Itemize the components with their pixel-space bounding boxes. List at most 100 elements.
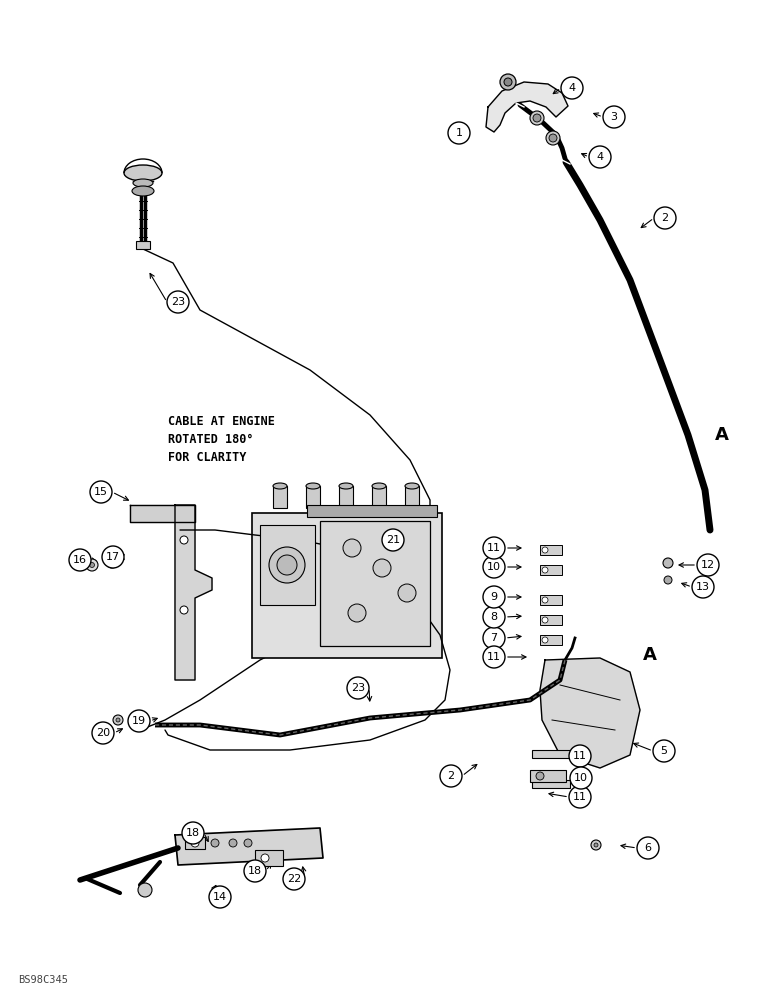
Circle shape — [570, 767, 592, 789]
Circle shape — [69, 549, 91, 571]
Circle shape — [382, 529, 404, 551]
Text: 18: 18 — [186, 828, 200, 838]
Circle shape — [589, 146, 611, 168]
Circle shape — [653, 740, 675, 762]
Circle shape — [347, 677, 369, 699]
Text: 2: 2 — [662, 213, 669, 223]
Circle shape — [180, 606, 188, 614]
Ellipse shape — [132, 186, 154, 196]
Circle shape — [102, 546, 124, 568]
Circle shape — [594, 843, 598, 847]
Text: 15: 15 — [94, 487, 108, 497]
Bar — [255, 850, 283, 866]
Polygon shape — [486, 82, 568, 132]
Bar — [260, 525, 315, 605]
Circle shape — [180, 536, 188, 544]
Circle shape — [697, 554, 719, 576]
Bar — [306, 486, 320, 508]
Circle shape — [343, 539, 361, 557]
Bar — [273, 486, 287, 508]
Circle shape — [542, 567, 548, 573]
Circle shape — [549, 134, 557, 142]
Text: 10: 10 — [574, 773, 588, 783]
Text: BS98C345: BS98C345 — [18, 975, 68, 985]
Text: 1: 1 — [455, 128, 462, 138]
Circle shape — [244, 860, 266, 882]
Circle shape — [138, 883, 152, 897]
Bar — [540, 615, 562, 625]
Circle shape — [637, 837, 659, 859]
Circle shape — [561, 77, 583, 99]
Circle shape — [113, 715, 123, 725]
Ellipse shape — [405, 483, 419, 489]
Polygon shape — [175, 505, 212, 680]
Text: 17: 17 — [106, 552, 120, 562]
Circle shape — [504, 78, 512, 86]
Text: 11: 11 — [573, 751, 587, 761]
Circle shape — [483, 646, 505, 668]
Circle shape — [654, 207, 676, 229]
Text: 23: 23 — [351, 683, 365, 693]
Text: 7: 7 — [490, 633, 498, 643]
Bar — [339, 486, 353, 508]
Text: 10: 10 — [487, 562, 501, 572]
Text: 22: 22 — [287, 874, 301, 884]
Circle shape — [569, 745, 591, 767]
Circle shape — [211, 839, 219, 847]
Bar — [372, 486, 386, 508]
Circle shape — [542, 637, 548, 643]
Circle shape — [86, 559, 98, 571]
Text: 4: 4 — [597, 152, 604, 162]
Ellipse shape — [306, 483, 320, 489]
Bar — [136, 241, 150, 249]
Circle shape — [116, 718, 120, 722]
Circle shape — [483, 606, 505, 628]
Circle shape — [603, 106, 625, 128]
Bar — [405, 486, 419, 508]
Text: 11: 11 — [487, 652, 501, 662]
Text: A: A — [643, 646, 657, 664]
Polygon shape — [130, 505, 195, 522]
Circle shape — [209, 886, 231, 908]
Text: 18: 18 — [248, 866, 262, 876]
Circle shape — [569, 786, 591, 808]
Bar — [532, 750, 570, 758]
Bar — [540, 595, 562, 605]
Circle shape — [269, 547, 305, 583]
Text: 19: 19 — [132, 716, 146, 726]
Text: 12: 12 — [701, 560, 715, 570]
Ellipse shape — [133, 179, 153, 187]
Circle shape — [483, 556, 505, 578]
Text: 2: 2 — [448, 771, 455, 781]
Circle shape — [128, 710, 150, 732]
Circle shape — [483, 586, 505, 608]
Circle shape — [448, 122, 470, 144]
Circle shape — [664, 576, 672, 584]
Polygon shape — [540, 658, 640, 768]
Circle shape — [591, 840, 601, 850]
Bar — [532, 780, 570, 788]
Ellipse shape — [339, 483, 353, 489]
Circle shape — [348, 604, 366, 622]
Circle shape — [483, 537, 505, 559]
Circle shape — [98, 726, 102, 730]
Text: 20: 20 — [96, 728, 110, 738]
Bar — [540, 635, 562, 645]
Text: 3: 3 — [611, 112, 618, 122]
Bar — [540, 565, 562, 575]
Text: 23: 23 — [171, 297, 185, 307]
Circle shape — [95, 723, 105, 733]
Circle shape — [663, 558, 673, 568]
Circle shape — [90, 481, 112, 503]
Text: 11: 11 — [487, 543, 501, 553]
Ellipse shape — [372, 483, 386, 489]
Circle shape — [692, 576, 714, 598]
Text: 13: 13 — [696, 582, 710, 592]
Circle shape — [546, 131, 560, 145]
Circle shape — [373, 559, 391, 577]
Polygon shape — [175, 828, 323, 865]
Text: A: A — [715, 426, 729, 444]
Text: 11: 11 — [573, 792, 587, 802]
Text: 21: 21 — [386, 535, 400, 545]
Text: 5: 5 — [661, 746, 668, 756]
